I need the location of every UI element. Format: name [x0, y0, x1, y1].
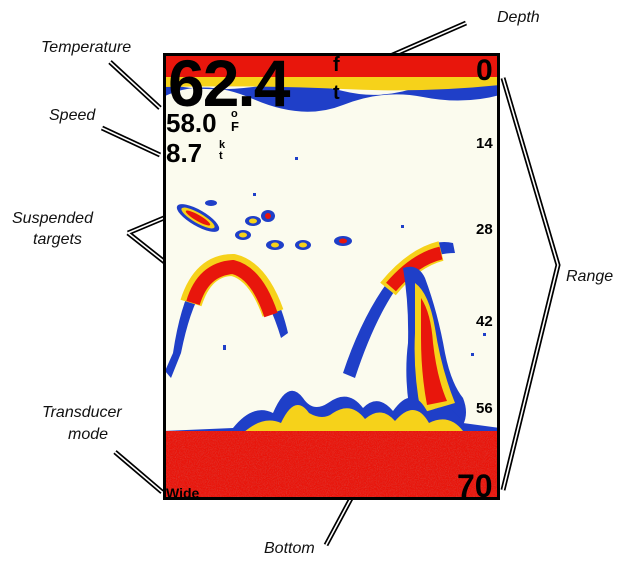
- callout-suspended-targets-line1: Suspended: [12, 210, 93, 227]
- temperature-unit-top: o: [231, 108, 238, 120]
- speed-unit-top: k: [219, 139, 226, 151]
- temperature-readout: 58.0: [166, 108, 217, 138]
- range-tick: 14: [476, 135, 493, 152]
- bottom-contour: [163, 390, 500, 500]
- callout-suspended-targets-line2: targets: [33, 231, 82, 248]
- callout-speed: Speed: [49, 107, 96, 124]
- callout-range: Range: [566, 268, 614, 285]
- depth-unit-top: f: [333, 54, 340, 76]
- range-tick: 42: [476, 313, 493, 330]
- suspended-target-arch-left: [165, 253, 288, 378]
- callout-depth: Depth: [497, 9, 540, 26]
- suspended-target-arch-right: [343, 241, 466, 428]
- range-bottom-label: 70: [457, 468, 493, 504]
- speed-unit-bottom: t: [219, 150, 223, 162]
- callout-temperature: Temperature: [41, 39, 132, 56]
- range-top-label: 0: [476, 54, 493, 87]
- speed-readout: 8.7: [166, 138, 203, 168]
- range-tick: 28: [476, 221, 493, 238]
- scattered-returns: [223, 157, 486, 356]
- screen-frame: [163, 53, 500, 500]
- temperature-unit-bottom: F: [231, 119, 239, 134]
- callout-bottom: Bottom: [264, 540, 315, 557]
- surface-clutter: [163, 53, 500, 112]
- range-tick: 56: [476, 400, 493, 417]
- callout-transducer-mode-line1: Transducer: [42, 404, 122, 421]
- depth-unit-bottom: t: [333, 82, 340, 104]
- depth-readout: 62.4: [168, 46, 290, 120]
- fish-cluster: [205, 200, 352, 250]
- transducer-mode-label: Wide: [166, 485, 200, 501]
- suspended-target-small: [176, 204, 220, 232]
- callout-transducer-mode-line2: mode: [68, 426, 109, 443]
- sonar-display: [163, 53, 500, 500]
